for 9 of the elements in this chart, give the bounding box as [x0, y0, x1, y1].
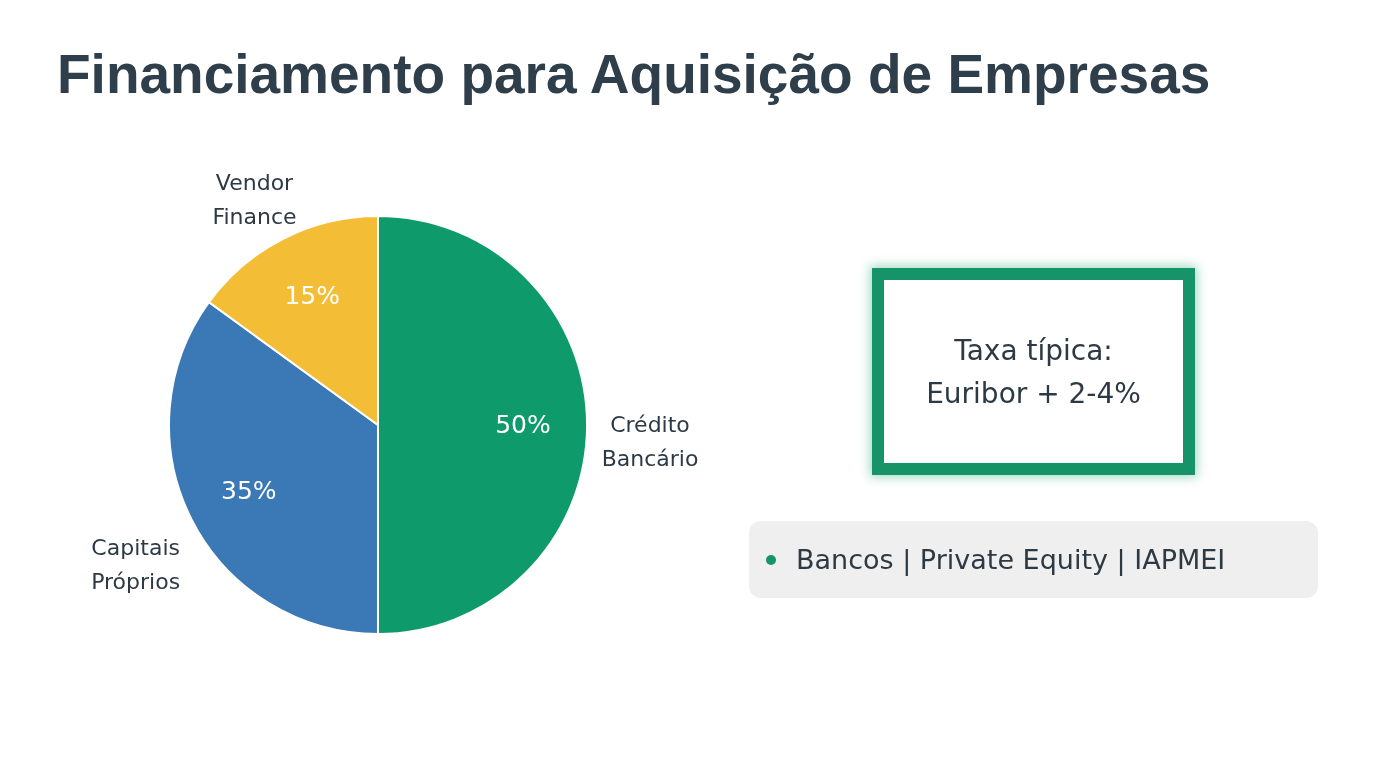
data-label: 50%: [495, 410, 551, 439]
slice-label: Crédito Bancário: [601, 412, 699, 471]
chart-title: Financiamento para Aquisição de Empresas: [57, 42, 1211, 106]
slice-label: Vendor Finance: [212, 169, 297, 229]
data-label: 35%: [221, 475, 277, 505]
slice-label: Capitais Próprios: [91, 535, 181, 595]
rounded-panel: Bancos | Private Equity | IAPMEI: [749, 521, 1318, 598]
data-label: 15%: [284, 280, 340, 310]
framed-box: Taxa típica: Euribor + 2-4%: [872, 268, 1195, 475]
